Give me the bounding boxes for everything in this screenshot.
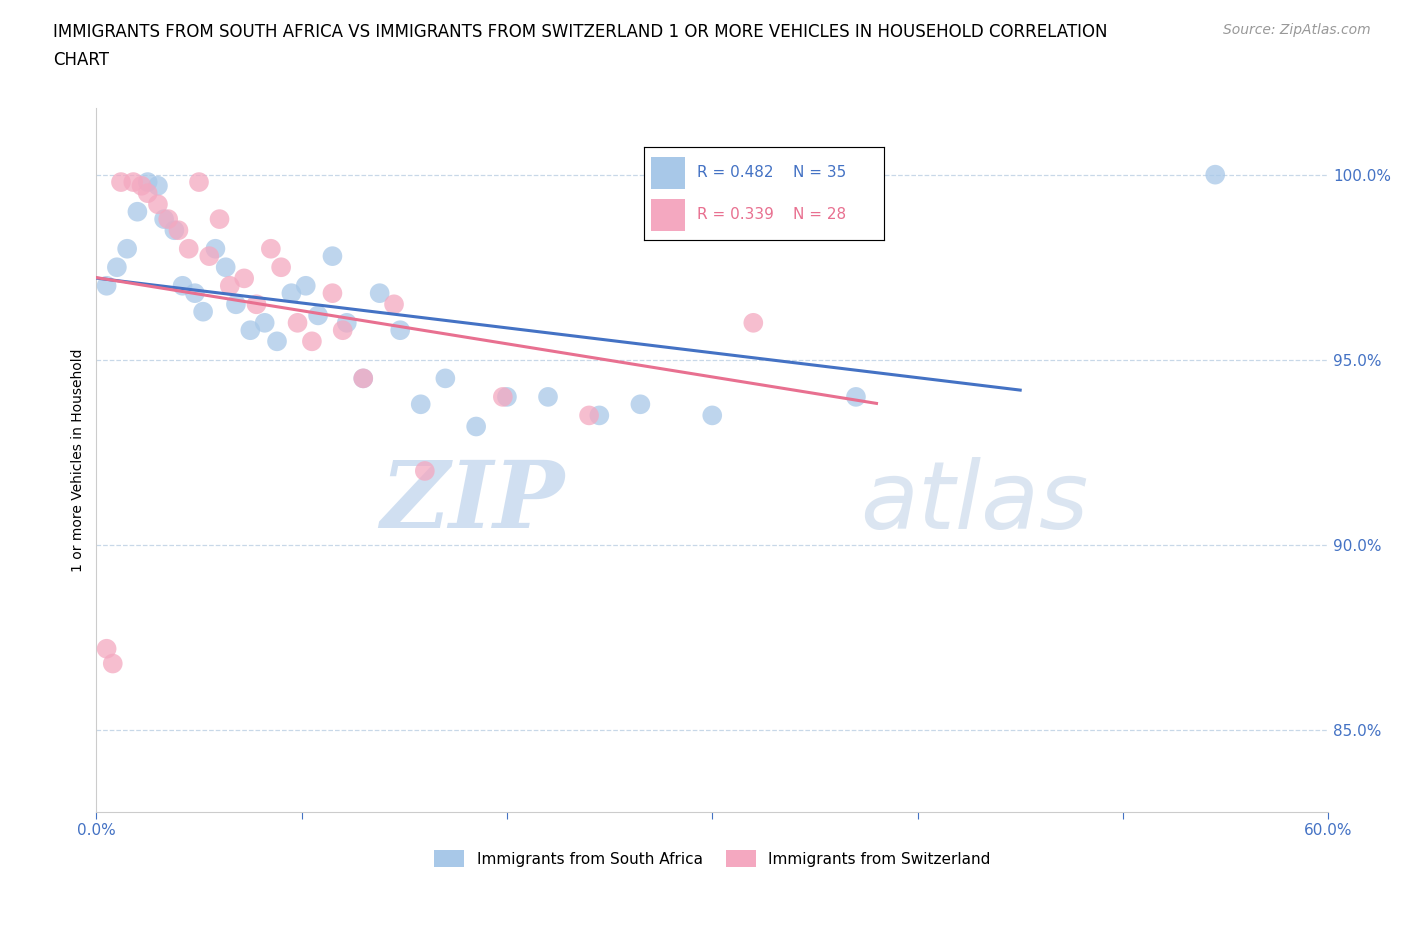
Point bbox=[368, 286, 391, 300]
Point bbox=[301, 334, 323, 349]
Point bbox=[233, 271, 256, 286]
Point bbox=[409, 397, 432, 412]
Point bbox=[845, 390, 868, 405]
Point bbox=[287, 315, 309, 330]
Point bbox=[294, 278, 316, 293]
Text: CHART: CHART bbox=[53, 51, 110, 69]
Point bbox=[628, 397, 651, 412]
Point bbox=[184, 286, 207, 300]
Text: R = 0.482: R = 0.482 bbox=[697, 165, 773, 180]
Text: N = 28: N = 28 bbox=[793, 207, 846, 222]
Bar bbox=[651, 199, 685, 232]
Point bbox=[332, 323, 354, 338]
Point bbox=[702, 408, 724, 423]
Point bbox=[172, 278, 194, 293]
Point bbox=[239, 323, 262, 338]
Text: N = 35: N = 35 bbox=[793, 165, 846, 180]
Text: atlas: atlas bbox=[860, 457, 1088, 548]
Point bbox=[163, 223, 186, 238]
Point bbox=[307, 308, 329, 323]
Point bbox=[537, 390, 560, 405]
Point bbox=[496, 390, 519, 405]
Point bbox=[225, 297, 247, 312]
Point bbox=[321, 248, 343, 263]
Point bbox=[153, 212, 176, 227]
Point bbox=[253, 315, 276, 330]
Point bbox=[110, 175, 132, 190]
Point bbox=[127, 205, 149, 219]
Text: Source: ZipAtlas.com: Source: ZipAtlas.com bbox=[1223, 23, 1371, 37]
Point bbox=[218, 278, 240, 293]
Point bbox=[245, 297, 267, 312]
Point bbox=[352, 371, 374, 386]
Point bbox=[146, 197, 169, 212]
Point bbox=[260, 241, 283, 256]
Point bbox=[208, 212, 231, 227]
Point bbox=[465, 419, 488, 434]
Point bbox=[578, 408, 600, 423]
Text: R = 0.339: R = 0.339 bbox=[697, 207, 773, 222]
Point bbox=[588, 408, 610, 423]
Point bbox=[266, 334, 288, 349]
Point bbox=[321, 286, 343, 300]
Point bbox=[167, 223, 190, 238]
Point bbox=[136, 175, 159, 190]
Text: ZIP: ZIP bbox=[380, 457, 564, 547]
Point bbox=[389, 323, 412, 338]
Point bbox=[1204, 167, 1226, 182]
Point bbox=[191, 304, 214, 319]
Point bbox=[101, 656, 124, 671]
Point bbox=[336, 315, 359, 330]
Point bbox=[413, 463, 436, 478]
Point bbox=[198, 248, 221, 263]
Point bbox=[96, 642, 118, 657]
Point bbox=[157, 212, 180, 227]
Point bbox=[204, 241, 226, 256]
Point bbox=[96, 278, 118, 293]
Legend: Immigrants from South Africa, Immigrants from Switzerland: Immigrants from South Africa, Immigrants… bbox=[434, 850, 991, 868]
Point bbox=[434, 371, 457, 386]
Point bbox=[122, 175, 145, 190]
Point bbox=[105, 259, 128, 274]
Bar bbox=[651, 157, 685, 190]
Point bbox=[215, 259, 238, 274]
Point bbox=[280, 286, 302, 300]
Point bbox=[742, 315, 765, 330]
Point bbox=[177, 241, 200, 256]
Point bbox=[352, 371, 374, 386]
Point bbox=[382, 297, 405, 312]
Point bbox=[270, 259, 292, 274]
Point bbox=[131, 179, 153, 193]
Point bbox=[188, 175, 211, 190]
Point bbox=[492, 390, 515, 405]
Point bbox=[115, 241, 138, 256]
Y-axis label: 1 or more Vehicles in Household: 1 or more Vehicles in Household bbox=[72, 348, 86, 572]
Point bbox=[136, 186, 159, 201]
Text: IMMIGRANTS FROM SOUTH AFRICA VS IMMIGRANTS FROM SWITZERLAND 1 OR MORE VEHICLES I: IMMIGRANTS FROM SOUTH AFRICA VS IMMIGRAN… bbox=[53, 23, 1108, 41]
Point bbox=[146, 179, 169, 193]
